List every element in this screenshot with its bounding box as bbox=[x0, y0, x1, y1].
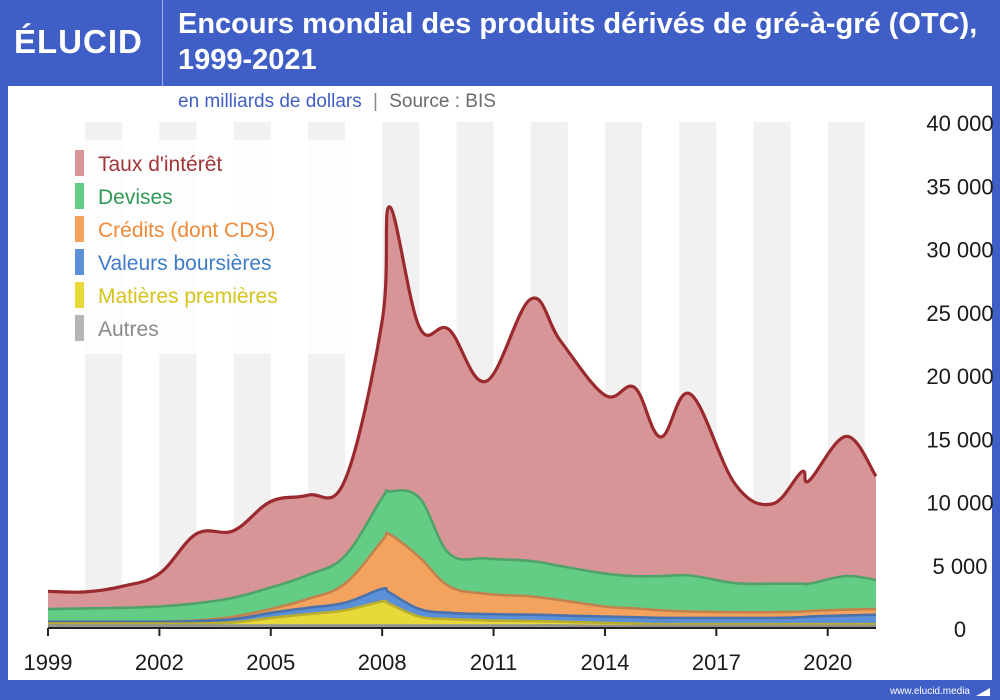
y-tick-label: 40 000 bbox=[926, 111, 993, 136]
line-matieres-premieres bbox=[47, 599, 876, 626]
legend-label: Valeurs boursières bbox=[98, 252, 272, 275]
y-tick-label: 35 000 bbox=[926, 174, 993, 199]
area-matieres-premieres bbox=[48, 600, 876, 628]
legend-label: Crédits (dont CDS) bbox=[98, 219, 275, 242]
y-tick-label: 30 000 bbox=[926, 238, 993, 263]
legend-swatch bbox=[75, 216, 84, 242]
y-tick-label: 15 000 bbox=[926, 427, 993, 452]
legend-label: Matières premières bbox=[98, 285, 278, 308]
legend-swatch bbox=[75, 282, 84, 308]
legend-swatch bbox=[75, 183, 84, 209]
legend-label: Devises bbox=[98, 186, 173, 209]
line-taux-d-interet bbox=[47, 205, 878, 594]
legend-label: Autres bbox=[98, 318, 159, 341]
y-tick-label: 20 000 bbox=[926, 364, 993, 389]
subtitle-separator: | bbox=[373, 91, 378, 112]
legend-swatch bbox=[75, 249, 84, 275]
header: ÉLUCID Encours mondial des produits déri… bbox=[0, 0, 1000, 86]
subtitle-source: Source : BIS bbox=[389, 91, 496, 112]
x-tick-label: 2008 bbox=[358, 650, 407, 675]
x-tick-label: 2011 bbox=[470, 650, 517, 675]
legend-box bbox=[66, 140, 350, 354]
x-tick-label: 2005 bbox=[246, 650, 295, 675]
chart-title: Encours mondial des produits dérivés de … bbox=[178, 8, 978, 76]
x-tick-label: 2017 bbox=[692, 650, 741, 675]
legend-swatch bbox=[75, 150, 84, 176]
area-devises bbox=[48, 490, 876, 628]
x-tick-label: 2014 bbox=[580, 650, 629, 675]
y-tick-label: 0 bbox=[954, 617, 966, 642]
chart-subtitle: en milliards de dollars | Source : BIS bbox=[178, 91, 496, 113]
y-tick-label: 10 000 bbox=[926, 491, 993, 516]
footer-logo-mark bbox=[976, 688, 990, 696]
line-autres bbox=[47, 624, 876, 628]
line-valeurs-boursieres bbox=[47, 586, 877, 624]
legend-label: Taux d'intérêt bbox=[98, 153, 222, 176]
footer-url: www.elucid.media bbox=[889, 686, 970, 697]
x-tick-label: 2002 bbox=[135, 650, 184, 675]
x-tick-label: 1999 bbox=[24, 650, 73, 675]
area-taux-d-interet bbox=[48, 206, 876, 628]
y-tick-label: 5 000 bbox=[932, 554, 987, 579]
elucid-logo: ÉLUCID bbox=[14, 23, 143, 60]
legend-swatch bbox=[75, 315, 84, 341]
y-tick-label: 25 000 bbox=[926, 301, 993, 326]
line-devises bbox=[47, 488, 877, 611]
x-tick-label: 2020 bbox=[803, 650, 852, 675]
header-divider bbox=[162, 0, 163, 86]
subtitle-units: en milliards de dollars bbox=[178, 91, 362, 112]
